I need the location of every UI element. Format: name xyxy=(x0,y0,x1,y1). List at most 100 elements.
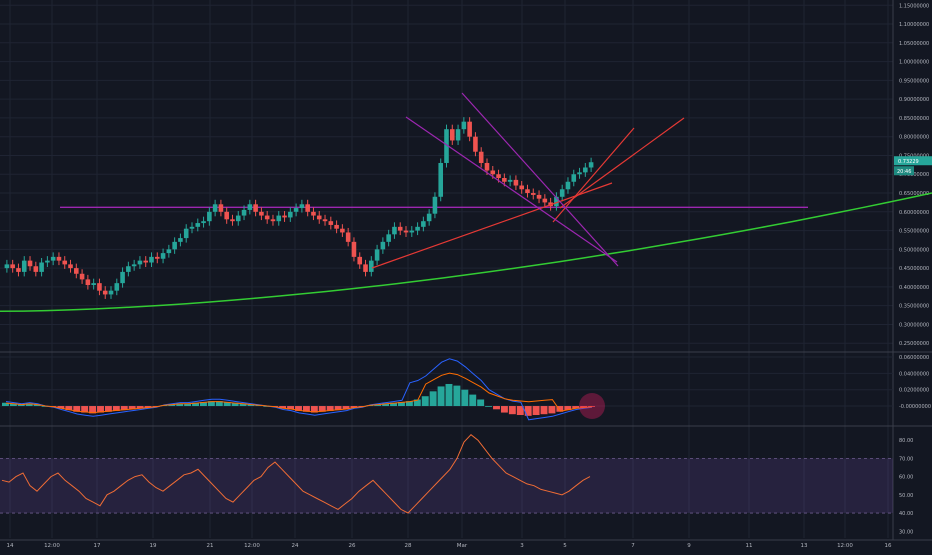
candle-body xyxy=(230,219,235,222)
time-axis-label: 21 xyxy=(207,543,214,549)
candle-body xyxy=(50,256,56,261)
macd-bar xyxy=(207,401,215,407)
macd-bar xyxy=(342,406,350,410)
candle-body xyxy=(438,162,444,197)
candle-body xyxy=(542,198,548,203)
candle-body xyxy=(270,219,276,222)
highlight-circle xyxy=(579,393,605,419)
candle-body xyxy=(340,228,345,233)
macd-bar xyxy=(334,406,342,411)
candle-body xyxy=(461,121,467,130)
time-axis-label: 16 xyxy=(885,543,892,549)
candle-body xyxy=(160,253,166,259)
macd-bar xyxy=(390,402,397,407)
candle-body xyxy=(478,151,484,163)
macd-line xyxy=(5,358,593,421)
candle-body xyxy=(554,196,559,207)
macd-bar xyxy=(564,406,572,411)
price-axis-label: 0.95000000 xyxy=(899,78,929,84)
candle-body xyxy=(154,256,160,259)
time-axis-label: 12:00 xyxy=(837,543,853,549)
macd-bar xyxy=(128,406,136,410)
candle-body xyxy=(426,213,432,222)
candle-body xyxy=(363,264,368,272)
macd-bar xyxy=(469,394,477,407)
macd-bar xyxy=(477,399,485,407)
price-axis-label: 0.85000000 xyxy=(899,116,929,122)
macd-bar xyxy=(556,406,564,412)
candle-body xyxy=(322,219,328,222)
rsi-axis-label: 70.00 xyxy=(899,456,913,462)
candle-body xyxy=(183,228,189,239)
candle-body xyxy=(264,215,270,220)
wedge-lower-line xyxy=(405,116,618,263)
candle-body xyxy=(97,283,102,291)
candle-body xyxy=(282,215,287,218)
candle-body xyxy=(369,260,374,272)
price-axis-label: 1.15000000 xyxy=(899,3,929,9)
candle-body xyxy=(39,262,44,272)
macd-axis-label: 0.06000000 xyxy=(899,355,929,361)
macd-bar xyxy=(223,401,231,407)
candle-body xyxy=(449,129,455,141)
uptrend-line xyxy=(371,182,613,269)
price-axis-label: 0.45000000 xyxy=(899,266,929,272)
candle-body xyxy=(131,264,137,267)
macd-bar xyxy=(112,406,120,411)
candle-body xyxy=(328,221,334,225)
candle-body xyxy=(79,273,85,280)
candle-body xyxy=(577,172,582,175)
time-axis-label: 14 xyxy=(7,543,14,549)
candle-body xyxy=(114,283,120,291)
macd-bar xyxy=(413,399,421,407)
macd-bar xyxy=(239,403,247,407)
price-axis-label: 1.05000000 xyxy=(899,41,929,47)
macd-bar xyxy=(429,391,437,407)
candle-body xyxy=(380,241,386,250)
macd-bar xyxy=(493,406,500,410)
candle-body xyxy=(559,189,565,197)
candle-body xyxy=(85,279,91,286)
candle-body xyxy=(166,249,172,254)
candle-body xyxy=(126,266,131,272)
countdown-label: 20:46 xyxy=(897,169,911,175)
macd-bar xyxy=(310,406,318,413)
macd-bar xyxy=(508,406,516,415)
macd-bar xyxy=(279,406,287,409)
candle-body xyxy=(4,264,10,269)
candle-body xyxy=(74,268,79,274)
candle-body xyxy=(288,211,293,218)
candle-body xyxy=(392,226,397,235)
candle-body xyxy=(403,230,409,233)
price-axis-label: 1.00000000 xyxy=(899,60,929,66)
price-axis-label: 0.65000000 xyxy=(899,191,929,197)
macd-bar xyxy=(461,389,469,407)
macd-bar xyxy=(17,404,25,407)
macd-bar xyxy=(540,406,548,415)
candle-body xyxy=(409,230,415,233)
candle-body xyxy=(189,226,195,229)
time-axis-label: 12:00 xyxy=(244,543,260,549)
candle-body xyxy=(235,215,241,222)
macd-bar xyxy=(120,406,128,411)
price-axis-label: 0.70000000 xyxy=(899,172,929,178)
candle-body xyxy=(530,193,536,195)
candle-body xyxy=(507,179,513,182)
time-axis-label: 13 xyxy=(801,543,808,549)
price-axis-label: 0.50000000 xyxy=(899,247,929,253)
candle-body xyxy=(490,170,496,175)
macd-bar xyxy=(25,403,33,407)
price-axis-label: 0.55000000 xyxy=(899,229,929,235)
price-axis-label: 1.10000000 xyxy=(899,22,929,28)
rsi-axis-label: 80.00 xyxy=(899,438,913,444)
candle-body xyxy=(62,260,68,265)
macd-bar xyxy=(445,383,453,407)
candle-body xyxy=(16,268,21,272)
candle-body xyxy=(137,260,143,265)
candle-body xyxy=(201,221,206,224)
macd-bar xyxy=(437,386,445,407)
candle-body xyxy=(502,178,507,182)
candle-body xyxy=(316,215,322,220)
candle-body xyxy=(276,215,282,222)
